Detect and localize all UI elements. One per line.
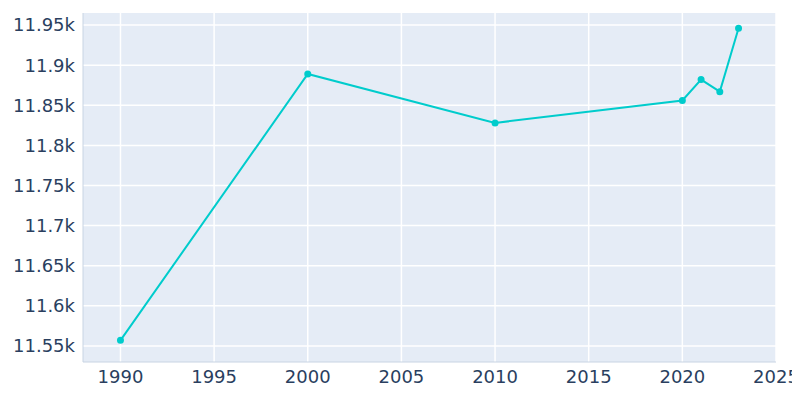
svg-text:2010: 2010 <box>472 366 518 387</box>
svg-text:1995: 1995 <box>191 366 237 387</box>
svg-text:11.75k: 11.75k <box>13 175 76 196</box>
svg-text:11.8k: 11.8k <box>24 135 75 156</box>
svg-text:1990: 1990 <box>98 366 144 387</box>
svg-text:11.55k: 11.55k <box>13 335 76 356</box>
svg-text:2015: 2015 <box>566 366 612 387</box>
svg-text:2025: 2025 <box>753 366 792 387</box>
svg-text:11.9k: 11.9k <box>24 55 75 76</box>
svg-text:11.95k: 11.95k <box>13 14 76 35</box>
svg-text:11.7k: 11.7k <box>24 215 75 236</box>
svg-text:11.65k: 11.65k <box>13 255 76 276</box>
svg-text:11.85k: 11.85k <box>13 95 76 116</box>
svg-text:11.6k: 11.6k <box>24 295 75 316</box>
svg-text:2005: 2005 <box>378 366 424 387</box>
svg-text:2000: 2000 <box>285 366 331 387</box>
svg-text:2020: 2020 <box>659 366 705 387</box>
